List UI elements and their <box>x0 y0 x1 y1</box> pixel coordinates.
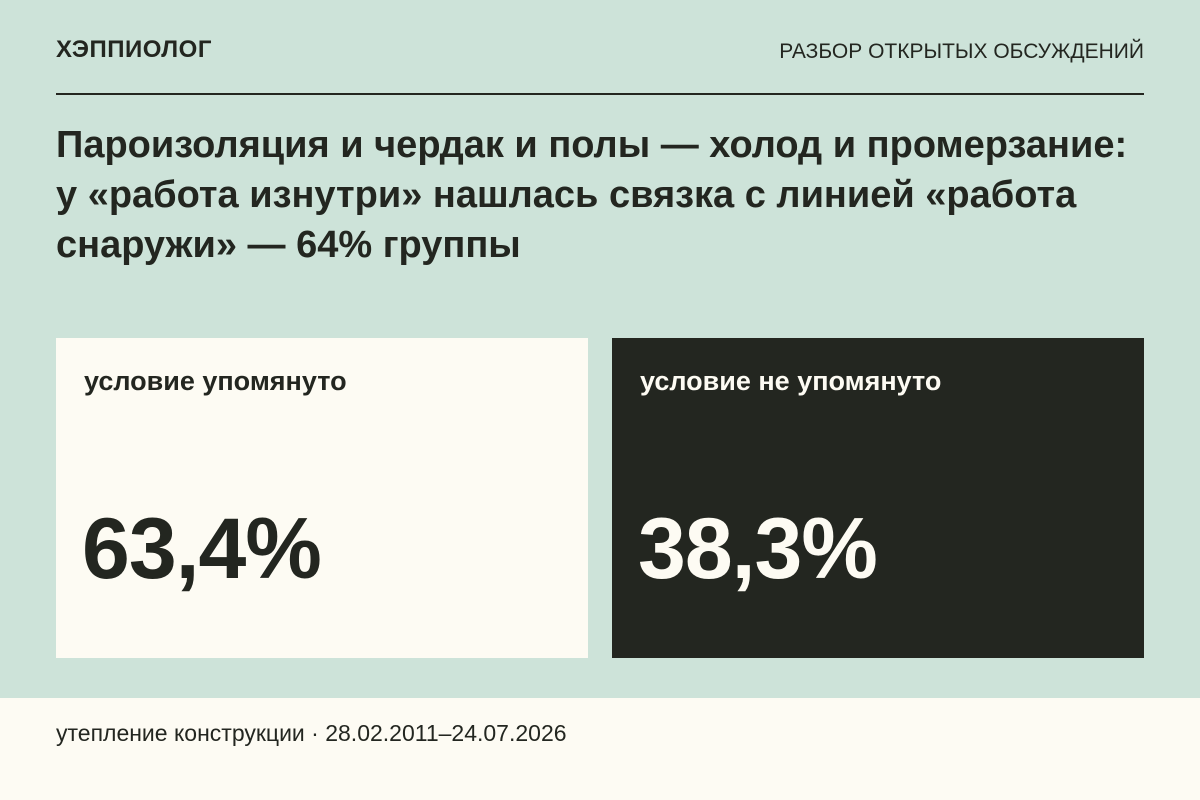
stat-label: условие не упомянуто <box>640 366 942 396</box>
brand-title: ХЭППИОЛОГ <box>56 36 212 63</box>
stat-value: 38,3% <box>638 501 878 597</box>
footer: утепление конструкции · 28.02.2011–24.07… <box>0 698 1200 800</box>
section-title: РАЗБОР ОТКРЫТЫХ ОБСУЖДЕНИЙ <box>779 40 1144 63</box>
stat-label: условие упомянуто <box>84 366 347 396</box>
headline: Пароизоляция и чердак и полы — холод и п… <box>56 124 1128 266</box>
footer-caption: утепление конструкции · 28.02.2011–24.07… <box>56 720 567 746</box>
stat-value: 63,4% <box>82 501 322 597</box>
stat-card-mentioned: условие упомянуто 63,4% <box>56 338 588 658</box>
stat-card-not-mentioned: условие не упомянуто 38,3% <box>612 338 1144 658</box>
header-divider <box>56 93 1144 95</box>
